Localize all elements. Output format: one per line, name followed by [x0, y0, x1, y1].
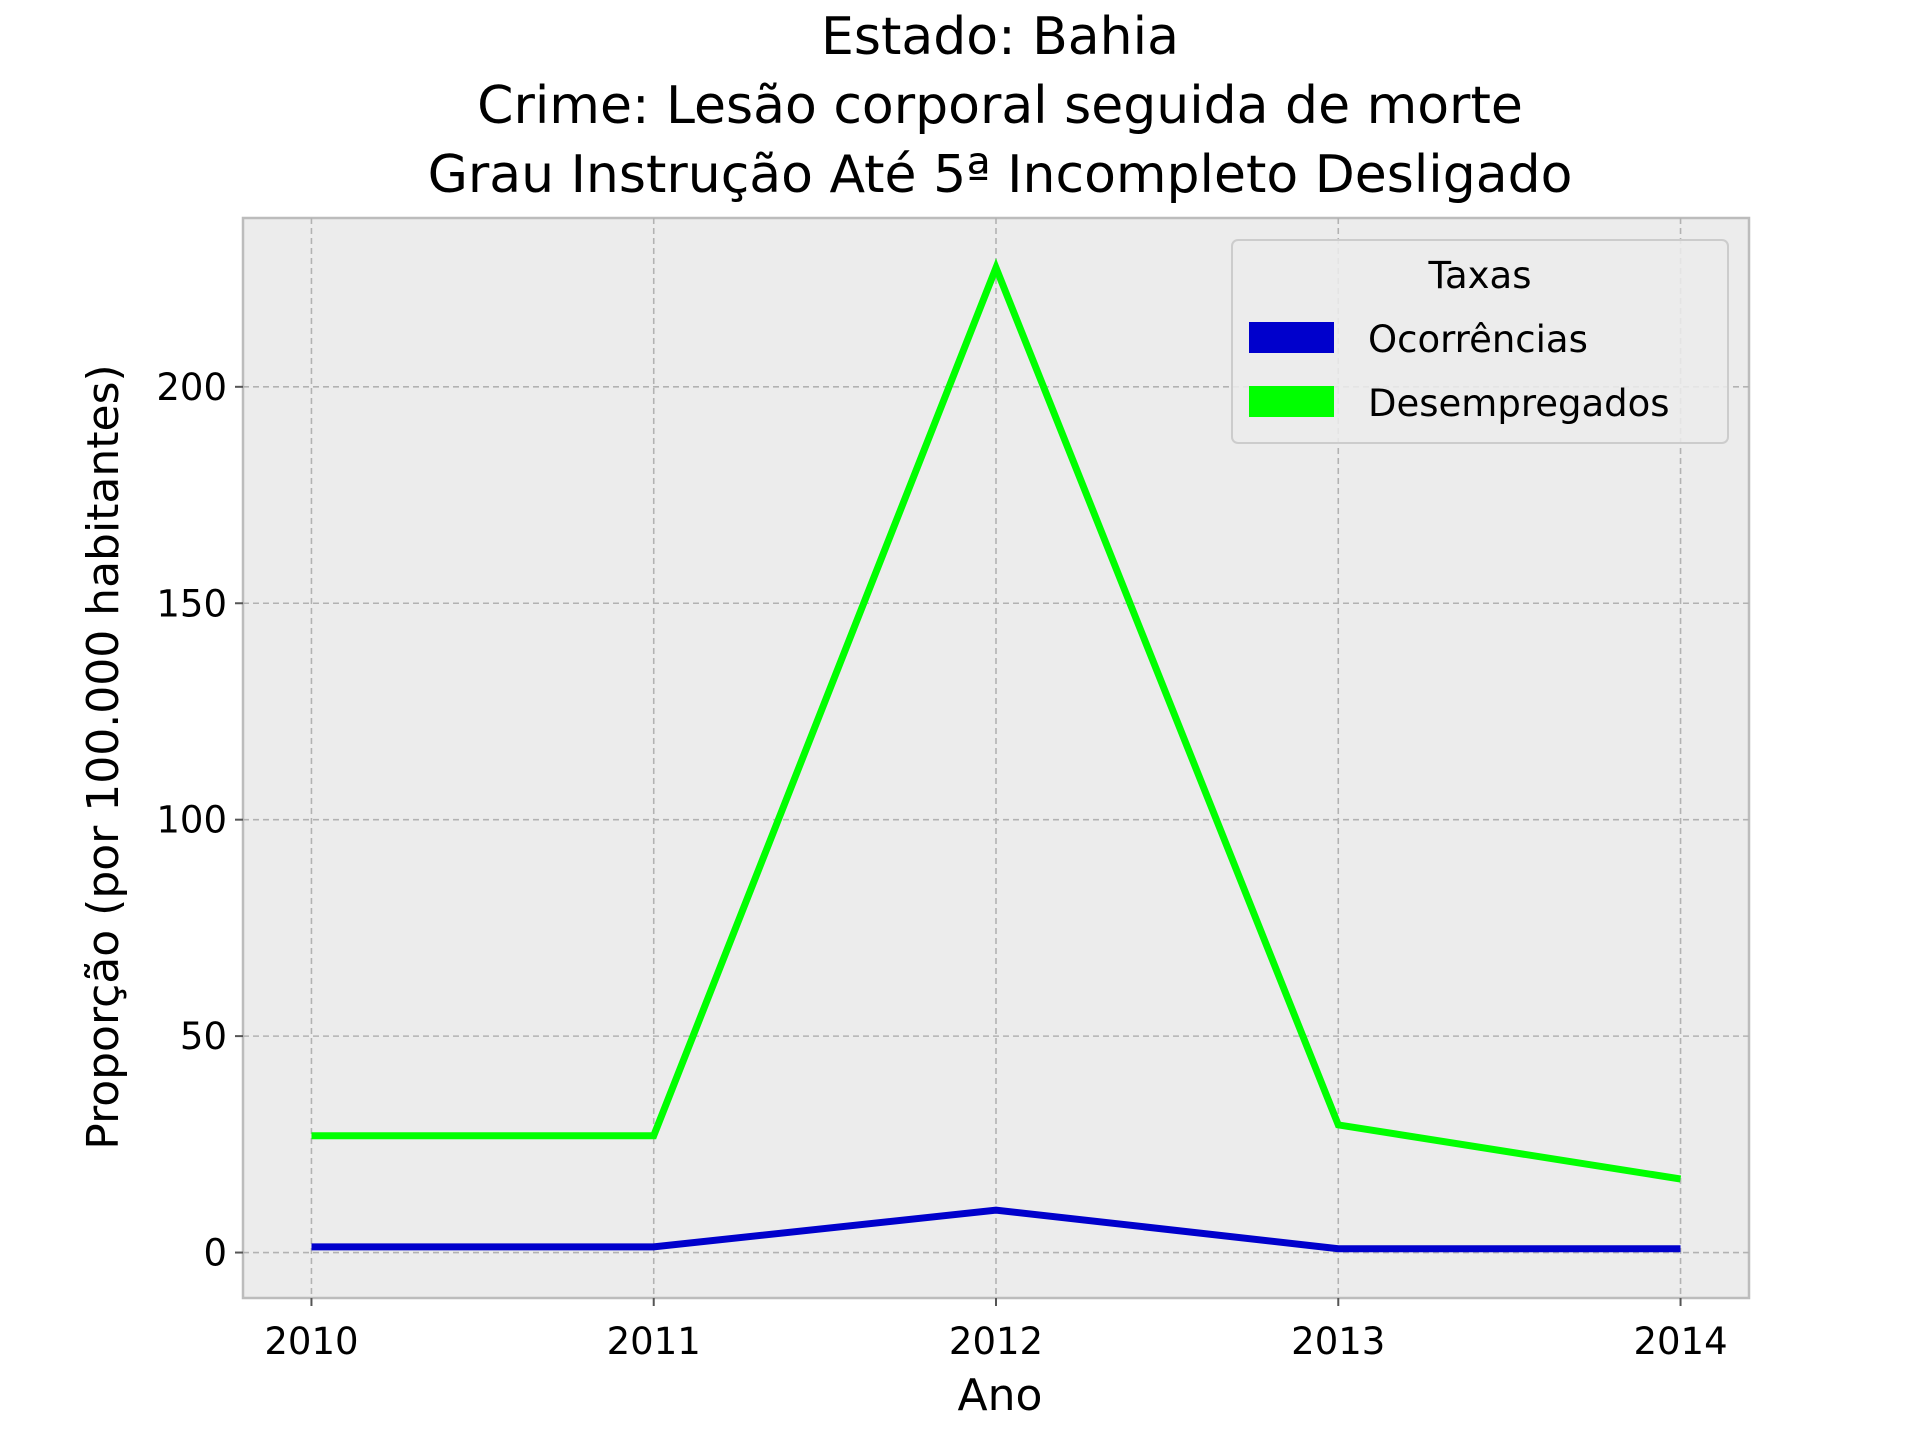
x-tick-label: 2011 [607, 1320, 701, 1363]
legend-box [1231, 239, 1729, 444]
legend-label-ocorrencias: Ocorrências [1368, 318, 1588, 361]
y-axis-ticks: 0 50 100 150 200 [156, 366, 243, 1275]
legend: Taxas Ocorrências Desempregados [1231, 239, 1729, 444]
y-tick-label: 150 [156, 582, 227, 625]
title-line-3: Grau Instrução Até 5ª Incompleto Desliga… [428, 145, 1573, 205]
title-line-2: Crime: Lesão corporal seguida de morte [477, 76, 1523, 136]
series-line-desempregados [311, 258, 1682, 1183]
legend-label-desempregados: Desempregados [1368, 382, 1670, 425]
y-tick-label: 200 [156, 366, 227, 409]
series-lines [311, 258, 1682, 1253]
series-line-ocorrencias [311, 1206, 1681, 1253]
x-tick-label: 2013 [1291, 1320, 1385, 1363]
title-line-1: Estado: Bahia [821, 7, 1179, 67]
legend-swatch-desempregados [1249, 386, 1334, 417]
x-tick-label: 2010 [264, 1320, 358, 1363]
x-tick-label: 2012 [949, 1320, 1043, 1363]
y-tick-label: 100 [156, 799, 227, 842]
chart-title: Estado: Bahia Crime: Lesão corporal segu… [428, 7, 1573, 205]
legend-title: Taxas [1428, 254, 1532, 297]
x-tick-label: 2014 [1633, 1320, 1727, 1363]
y-axis-label: Proporção (por 100.000 habitantes) [78, 364, 129, 1149]
y-tick-label: 0 [203, 1232, 227, 1275]
legend-swatch-ocorrencias [1249, 322, 1334, 353]
x-axis-ticks: 2010 2011 2012 2013 2014 [264, 1298, 1728, 1363]
y-tick-label: 50 [180, 1015, 227, 1058]
x-axis-label: Ano [958, 1370, 1043, 1421]
